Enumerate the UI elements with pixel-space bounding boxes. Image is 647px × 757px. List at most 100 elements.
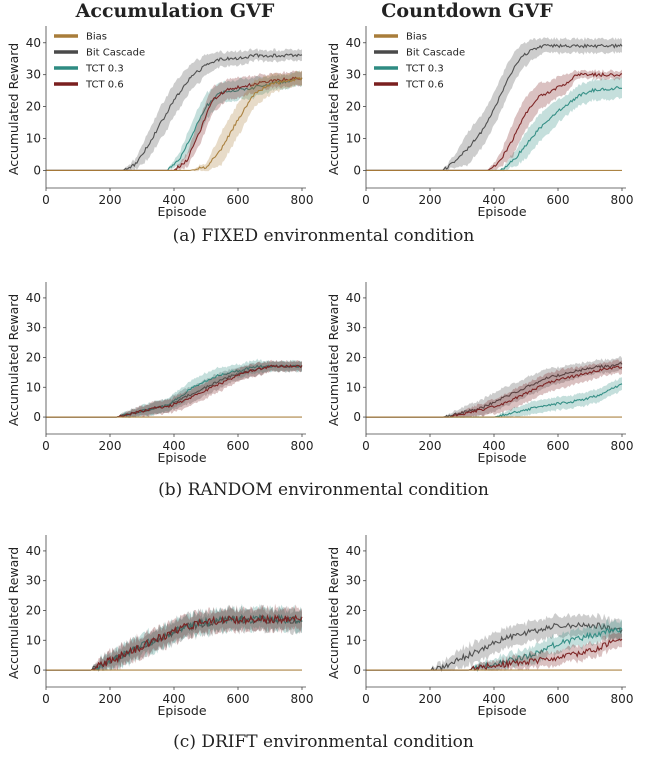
- y-tick-label: 0: [353, 663, 361, 677]
- legend-label-bit-cascade: Bit Cascade: [86, 48, 145, 59]
- x-tick-label: 200: [419, 439, 442, 453]
- x-tick-label: 0: [362, 193, 370, 207]
- x-tick-label: 0: [42, 692, 50, 706]
- y-tick-label: 10: [346, 132, 361, 146]
- y-tick-label: 10: [26, 633, 41, 647]
- band-tct-0-6: [366, 359, 622, 418]
- y-tick-label: 20: [26, 100, 41, 114]
- x-tick-label: 0: [362, 439, 370, 453]
- legend: Bias Bit Cascade TCT 0.3 TCT 0.6: [54, 32, 145, 91]
- y-tick-label: 30: [26, 321, 41, 335]
- band-bit-cascade: [366, 356, 622, 418]
- y-tick-label: 10: [346, 633, 361, 647]
- x-axis-label: Episode: [157, 703, 206, 718]
- caption-drift: (c) DRIFT environmental condition: [173, 732, 474, 752]
- x-tick-label: 400: [163, 439, 186, 453]
- x-tick-label: 0: [362, 692, 370, 706]
- x-tick-label: 800: [291, 439, 314, 453]
- x-tick-label: 600: [547, 692, 570, 706]
- y-tick-label: 10: [26, 132, 41, 146]
- y-tick-label: 40: [26, 544, 41, 558]
- x-tick-label: 0: [42, 193, 50, 207]
- y-tick-label: 30: [346, 321, 361, 335]
- x-tick-label: 400: [483, 692, 506, 706]
- band-tct-0-3: [46, 70, 302, 171]
- y-tick-label: 0: [353, 410, 361, 424]
- y-axis-label: Accumulated Reward: [6, 294, 21, 426]
- band-tct-0-3: [46, 358, 302, 418]
- y-tick-label: 20: [346, 603, 361, 617]
- series-tct-0-6: [46, 359, 303, 418]
- x-tick-label: 200: [99, 692, 122, 706]
- y-tick-label: 20: [346, 100, 361, 114]
- legend-label-tct-0-3: TCT 0.3: [405, 64, 444, 75]
- y-tick-label: 0: [353, 163, 361, 177]
- legend: Bias Bit Cascade TCT 0.3 TCT 0.6: [374, 32, 465, 91]
- x-tick-label: 600: [547, 193, 570, 207]
- legend-label-tct-0-6: TCT 0.6: [405, 80, 444, 91]
- y-tick-label: 30: [346, 68, 361, 82]
- y-tick-label: 30: [26, 574, 41, 588]
- y-tick-label: 40: [346, 36, 361, 50]
- x-tick-label: 800: [611, 692, 634, 706]
- y-tick-label: 0: [33, 663, 41, 677]
- legend-label-bit-cascade: Bit Cascade: [406, 48, 465, 59]
- y-tick-label: 40: [346, 544, 361, 558]
- x-tick-label: 400: [483, 439, 506, 453]
- x-tick-label: 200: [419, 193, 442, 207]
- x-tick-label: 400: [483, 193, 506, 207]
- x-tick-label: 200: [99, 439, 122, 453]
- series-bit-cascade: [46, 48, 303, 172]
- x-axis-label: Episode: [157, 204, 206, 219]
- series-bit-cascade: [366, 37, 623, 172]
- y-tick-label: 10: [346, 380, 361, 394]
- band-tct-0-6: [366, 69, 622, 172]
- band-tct-0-3: [366, 76, 622, 172]
- caption-random: (b) RANDOM environmental condition: [158, 480, 489, 500]
- y-tick-label: 30: [26, 68, 41, 82]
- y-tick-label: 20: [346, 350, 361, 364]
- band-tct-0-6: [366, 632, 622, 671]
- series-tct-0-6: [366, 359, 623, 418]
- y-axis-label: Accumulated Reward: [326, 43, 341, 175]
- y-tick-label: 40: [26, 36, 41, 50]
- legend-label-bias: Bias: [406, 32, 427, 43]
- x-axis-label: Episode: [157, 450, 206, 465]
- band-tct-0-6: [46, 603, 302, 671]
- column-title-accumulation: Accumulation GVF: [75, 0, 275, 22]
- x-tick-label: 600: [547, 439, 570, 453]
- x-tick-label: 800: [291, 692, 314, 706]
- x-axis-label: Episode: [477, 703, 526, 718]
- legend-label-tct-0-3: TCT 0.3: [85, 64, 124, 75]
- y-tick-label: 20: [26, 350, 41, 364]
- y-tick-label: 40: [346, 291, 361, 305]
- x-axis-label: Episode: [477, 450, 526, 465]
- caption-fixed: (a) FIXED environmental condition: [172, 226, 475, 246]
- band-bit-cascade: [366, 612, 622, 671]
- y-tick-label: 40: [26, 291, 41, 305]
- band-tct-0-3: [366, 377, 622, 418]
- x-tick-label: 200: [419, 692, 442, 706]
- band-bias: [46, 70, 302, 172]
- band-bit-cascade: [46, 48, 302, 172]
- x-axis-label: Episode: [477, 204, 526, 219]
- x-tick-label: 800: [291, 193, 314, 207]
- legend-label-bias: Bias: [86, 32, 107, 43]
- x-tick-label: 0: [42, 439, 50, 453]
- y-axis-label: Accumulated Reward: [326, 294, 341, 426]
- series-tct-0-6: [46, 603, 303, 671]
- y-axis-label: Accumulated Reward: [326, 547, 341, 679]
- x-tick-label: 600: [227, 193, 250, 207]
- legend-label-tct-0-6: TCT 0.6: [85, 80, 124, 91]
- y-tick-label: 0: [33, 163, 41, 177]
- y-tick-label: 10: [26, 380, 41, 394]
- band-tct-0-6: [46, 70, 302, 172]
- x-tick-label: 200: [99, 193, 122, 207]
- line-bias: [46, 76, 303, 171]
- band-tct-0-3: [366, 618, 622, 671]
